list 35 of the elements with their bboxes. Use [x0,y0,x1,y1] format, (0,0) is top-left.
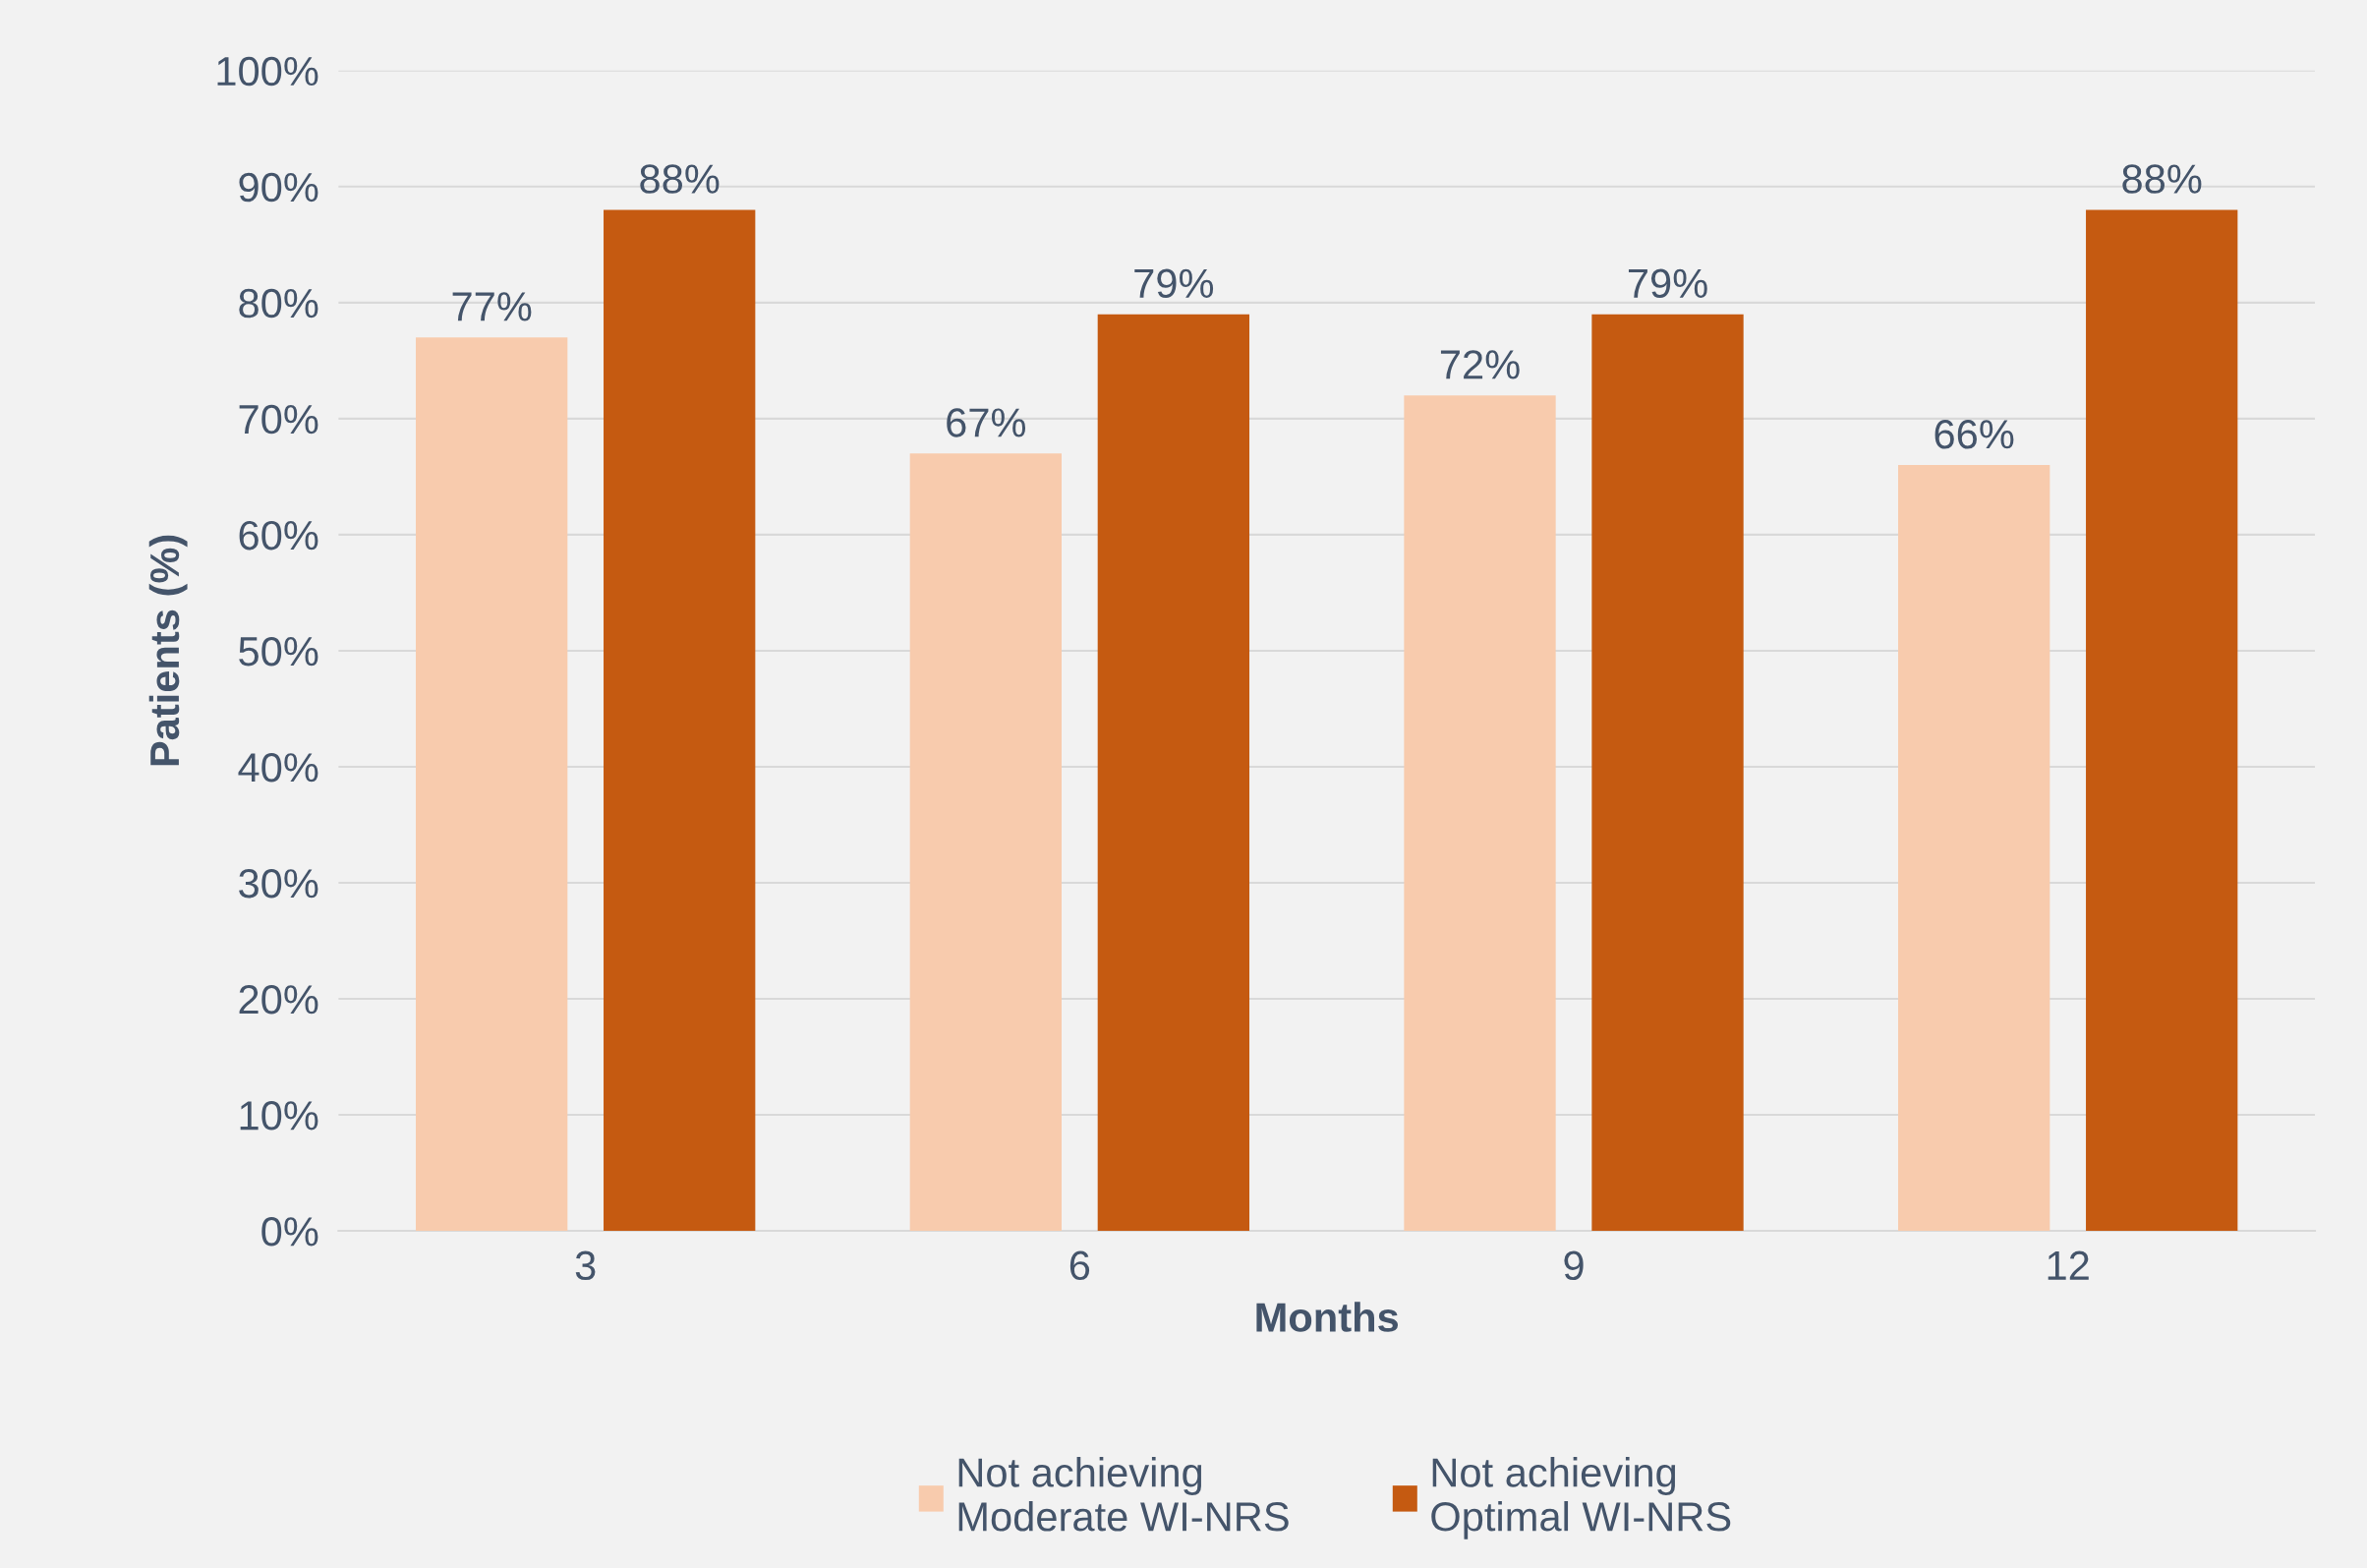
y-axis-title: Patients (%) [148,535,188,766]
bar [1404,395,1556,1232]
y-tick-label: 70% [239,404,318,435]
text: 66% [1934,420,2014,449]
y-tick-label: 80% [239,288,318,319]
y-tick-label: 60% [239,520,318,551]
bar [604,209,756,1232]
x-tick-label: 3 [575,1250,596,1281]
legend-label: Not achieving Moderate WI-NRS [958,1457,1289,1532]
bar [2086,209,2238,1232]
text: 72% [1440,350,1520,379]
bar [1591,314,1744,1232]
y-tick-label: 40% [238,752,318,783]
text: 79% [1628,268,1707,299]
x-tick-label: 9 [1564,1250,1584,1281]
bar [909,453,1062,1232]
y-tick-label: 30% [239,868,318,899]
x-tick-label: 12 [2048,1250,2089,1280]
y-tick-label: 10% [240,1101,318,1131]
y-tick-label: 20% [239,985,318,1015]
text: 79% [1134,268,1214,299]
text: 77% [452,292,532,321]
text: 88% [640,164,720,194]
text: 67% [947,408,1026,437]
y-tick-label: 50% [239,636,318,667]
bar [1898,465,2050,1232]
y-tick-label: 90% [239,172,318,203]
y-tick-label: 100% [217,56,318,87]
legend-label: Not achieving Optimal WI-NRS [1431,1457,1731,1539]
bar [416,337,568,1232]
text: 88% [2122,164,2202,194]
x-tick-label: 6 [1069,1250,1090,1281]
x-axis-title: Months [1256,1302,1399,1332]
bar [1097,314,1250,1232]
y-tick-label: 0% [261,1217,318,1247]
